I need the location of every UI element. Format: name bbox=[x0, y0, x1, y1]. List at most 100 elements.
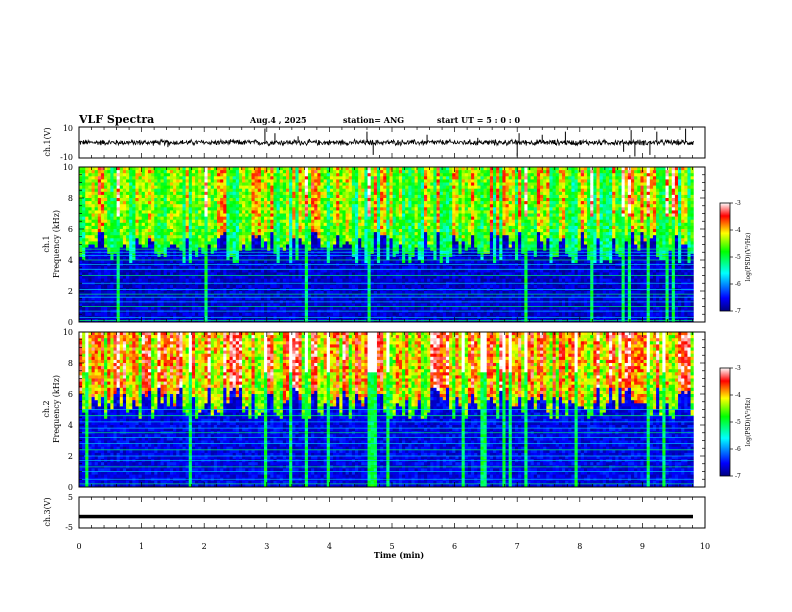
spectrogram-cell bbox=[286, 188, 290, 193]
spectrogram-cell bbox=[270, 204, 274, 208]
spectrogram-cell bbox=[94, 238, 99, 242]
spectrogram-cell bbox=[348, 244, 353, 248]
spectrogram-cell bbox=[157, 179, 161, 183]
spectrogram-cell bbox=[355, 173, 359, 177]
spectrogram-cell bbox=[370, 244, 375, 248]
spectrogram-cell bbox=[122, 198, 127, 202]
spectrogram-cell bbox=[191, 275, 196, 279]
spectrogram-cell bbox=[135, 278, 139, 283]
spectrogram-cell bbox=[311, 291, 315, 295]
spectrogram-cell bbox=[361, 241, 365, 245]
spectrogram-cell bbox=[135, 241, 139, 245]
spectrogram-cell bbox=[226, 194, 230, 199]
spectrogram-cell bbox=[264, 297, 268, 301]
spectrogram-cell bbox=[251, 213, 256, 217]
spectrogram-cell bbox=[179, 191, 183, 196]
spectrogram-cell bbox=[317, 225, 321, 230]
spectrogram-cell bbox=[264, 167, 268, 171]
spectrogram-cell bbox=[358, 222, 362, 227]
spectrogram-cell bbox=[185, 179, 190, 183]
spectrogram-cell bbox=[254, 229, 259, 233]
spectrogram-cell bbox=[182, 182, 187, 186]
spectrogram-cell bbox=[176, 297, 180, 301]
spectrogram-cell bbox=[314, 297, 318, 301]
spectrogram-cell bbox=[289, 260, 293, 264]
spectrogram-cell bbox=[97, 229, 102, 233]
spectrogram-cell bbox=[157, 229, 161, 233]
spectrogram-cell bbox=[273, 291, 277, 295]
spectrogram-cell bbox=[85, 312, 89, 317]
spectrogram-cell bbox=[151, 238, 155, 242]
spectrogram-cell bbox=[173, 278, 177, 283]
spectrogram-cell bbox=[289, 204, 293, 208]
spectrogram-cell bbox=[380, 229, 384, 233]
spectrogram-cell bbox=[148, 278, 152, 283]
spectrogram-cell bbox=[264, 185, 268, 190]
spectrogram-cell bbox=[286, 235, 290, 239]
spectrogram-cell bbox=[364, 278, 368, 283]
spectrogram-cell bbox=[242, 219, 246, 224]
spectrogram-cell bbox=[286, 312, 290, 317]
spectrogram-cell bbox=[260, 194, 265, 199]
spectrogram-cell bbox=[311, 216, 315, 221]
spectrogram-cell bbox=[144, 312, 149, 317]
spectrogram-cell bbox=[242, 297, 246, 301]
spectrogram-cell bbox=[144, 225, 149, 230]
spectrogram-cell bbox=[97, 185, 102, 190]
spectrogram-cell bbox=[154, 278, 158, 283]
spectrogram-cell bbox=[307, 241, 312, 245]
spectrogram-cell bbox=[326, 297, 331, 301]
spectrogram-cell bbox=[88, 312, 92, 317]
spectrogram-cell bbox=[326, 222, 331, 227]
spectrogram-cell bbox=[355, 303, 359, 307]
spectrogram-cell bbox=[336, 194, 340, 199]
spectrogram-cell bbox=[383, 191, 387, 196]
spectrogram-cell bbox=[270, 269, 274, 273]
spectrogram-cell bbox=[311, 198, 315, 202]
spectrogram-cell bbox=[223, 303, 227, 307]
spectrogram-cell bbox=[323, 275, 328, 279]
spectrogram-cell bbox=[351, 294, 356, 298]
spectrogram-cell bbox=[166, 235, 171, 239]
spectrogram-cell bbox=[317, 297, 321, 301]
spectrogram-cell bbox=[100, 238, 105, 242]
spectrogram-cell bbox=[301, 238, 306, 242]
spectrogram-cell bbox=[182, 167, 187, 171]
spectrogram-cell bbox=[220, 303, 224, 307]
spectrogram-cell bbox=[248, 170, 252, 174]
spectrogram-cell bbox=[298, 306, 303, 310]
spectrogram-cell bbox=[166, 216, 171, 221]
spectrogram-cell bbox=[370, 170, 375, 174]
spectrogram-cell bbox=[342, 194, 346, 199]
spectrogram-cell bbox=[138, 275, 143, 279]
spectrogram-cell bbox=[232, 191, 237, 196]
spectrogram-cell bbox=[132, 306, 136, 310]
spectrogram-cell bbox=[320, 260, 325, 264]
spectrogram-cell bbox=[336, 272, 340, 276]
spectrogram-cell bbox=[132, 210, 136, 214]
spectrogram-cell bbox=[182, 201, 187, 205]
spectrogram-cell bbox=[314, 179, 318, 183]
spectrogram-cell bbox=[135, 176, 139, 180]
spectrogram-cell bbox=[185, 173, 190, 177]
spectrogram-cell bbox=[160, 260, 165, 264]
spectrogram-cell bbox=[311, 219, 315, 224]
spectrogram-cell bbox=[257, 188, 262, 193]
spectrogram-cell bbox=[329, 269, 334, 273]
spectrogram-cell bbox=[364, 269, 368, 273]
spectrogram-cell bbox=[380, 176, 384, 180]
spectrogram-cell bbox=[358, 170, 362, 174]
spectrogram-cell bbox=[329, 260, 334, 264]
spectrogram-cell bbox=[238, 204, 243, 208]
spectrogram-cell bbox=[107, 269, 111, 273]
spectrogram-cell bbox=[314, 173, 318, 177]
spectrogram-cell bbox=[314, 222, 318, 227]
spectrogram-cell bbox=[289, 207, 293, 211]
spectrogram-cell bbox=[270, 291, 274, 295]
spectrogram-cell bbox=[289, 312, 293, 317]
spectrogram-cell bbox=[201, 256, 205, 261]
spectrogram-cell bbox=[204, 294, 208, 298]
spectrogram-cell bbox=[358, 229, 362, 233]
spectrogram-cell bbox=[326, 312, 331, 317]
spectrogram-cell bbox=[355, 235, 359, 239]
